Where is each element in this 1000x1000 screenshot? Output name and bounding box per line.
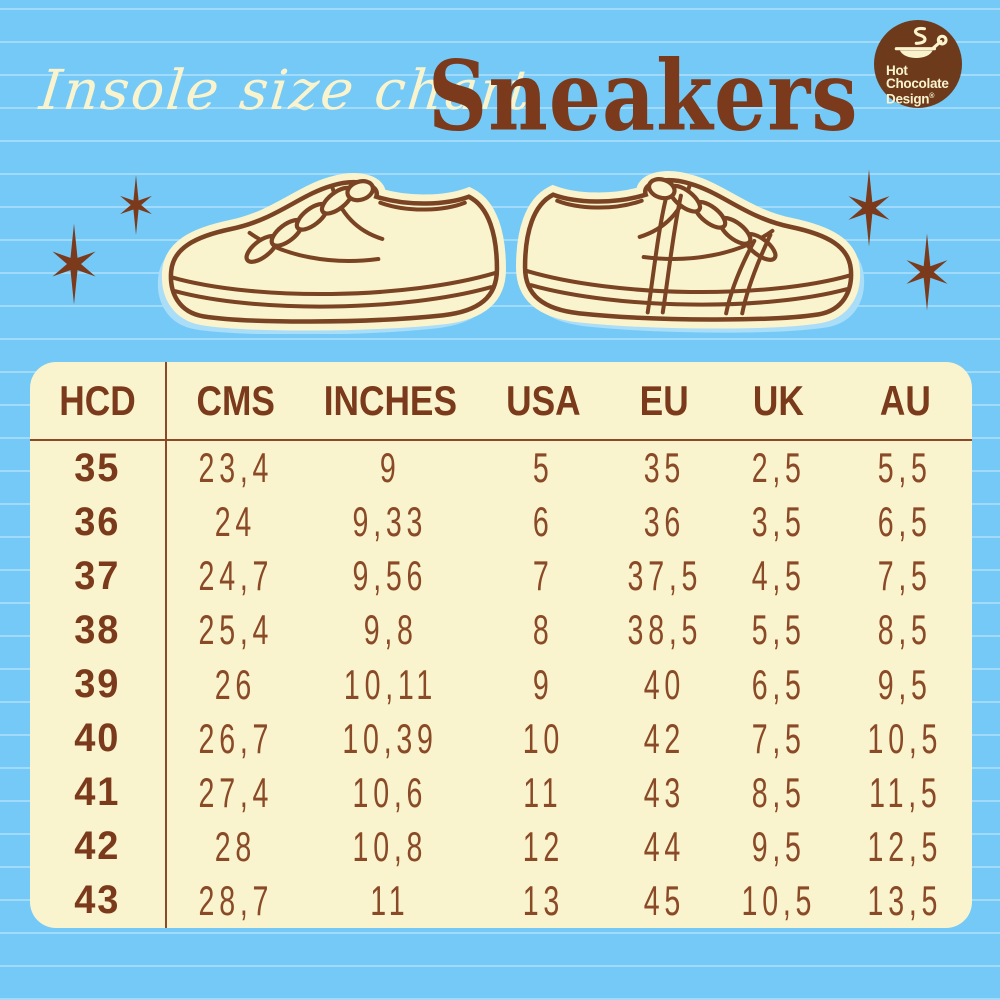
column-header: HCD [30,362,167,441]
size-cell: 11,5 [868,768,942,816]
size-cell: 10,6 [352,768,428,816]
table-row: 39 26 10,11 9 40 6,5 9,5 [30,657,972,712]
sparkle-star-icon [906,233,948,311]
hcd-size-cell: 42 [30,819,167,874]
sparkle-star-icon [848,169,890,247]
table-row: 41 27,4 10,6 11 43 8,5 11,5 [30,765,972,820]
size-cell: 37,5 [627,552,703,600]
size-cell: 44 [643,822,686,870]
size-cell: 9,5 [751,822,806,870]
logo-text: Hot Chocolate Design® [886,63,949,107]
size-cell: 26 [215,660,257,708]
hcd-size-cell: 35 [30,440,167,496]
right-sneaker-illustration [515,168,887,334]
size-cell: 40 [643,660,686,708]
hcd-size-cell: 38 [30,603,167,658]
hcd-size-cell: 40 [30,711,167,766]
size-cell: 42 [643,714,686,762]
table-row: 36 24 9,33 6 36 3,5 6,5 [30,495,972,550]
size-cell: 6 [532,498,554,546]
size-cell: 26,7 [198,714,274,762]
column-header: EU [610,362,719,441]
hcd-size-cell: 43 [30,873,167,928]
size-cell: 9,56 [352,552,428,600]
size-cell: 6,5 [751,660,806,708]
size-cell: 7,5 [751,714,806,762]
size-cell: 10,5 [867,714,943,762]
size-cell: 36 [643,498,686,546]
size-cell: 9,8 [363,606,418,654]
size-cell: 24,7 [198,552,274,600]
size-cell: 8 [532,606,554,654]
size-cell: 9,5 [878,660,933,708]
size-cell: 45 [643,876,686,924]
size-cell: 10 [522,714,564,762]
table-row: 38 25,4 9,8 8 38,5 5,5 8,5 [30,603,972,658]
sparkle-star-icon [52,223,96,305]
size-cell: 6,5 [878,498,933,546]
sparkle-star-icon [120,175,152,235]
steam-icon [913,26,927,45]
column-header: AU [838,362,972,441]
size-cell: 11 [523,768,563,816]
table-row: 37 24,7 9,56 7 37,5 4,5 7,5 [30,549,972,604]
size-cell: 12 [522,822,564,870]
table-row: 40 26,7 10,39 10 42 7,5 10,5 [30,711,972,766]
size-cell: 11 [370,876,410,924]
table-row: 35 23,4 9 5 35 2,5 5,5 [30,440,972,496]
column-header: USA [475,362,611,441]
hcd-size-cell: 37 [30,549,167,604]
size-cell: 10,39 [342,714,438,762]
size-cell: 9 [532,660,554,708]
coffee-cup-icon [894,26,948,59]
size-cell: 43 [643,768,686,816]
size-cell: 5 [532,444,554,492]
size-cell: 27,4 [198,768,274,816]
size-cell: 8,5 [751,768,806,816]
size-cell: 12,5 [867,822,943,870]
size-cell: 8,5 [878,606,933,654]
table-header-row: HCD CMS INCHES USA EU UK AU [30,362,972,441]
size-cell: 13 [522,876,564,924]
column-header: UK [718,362,839,441]
brand-logo: Hot Chocolate Design® [874,20,962,108]
table-row: 42 28 10,8 12 44 9,5 12,5 [30,819,972,874]
hcd-size-cell: 39 [30,657,167,712]
size-cell: 13,5 [867,876,943,924]
column-header: CMS [165,362,306,441]
size-cell: 25,4 [198,606,274,654]
size-cell: 7,5 [878,552,933,600]
size-cell: 38,5 [627,606,703,654]
size-cell: 2,5 [751,444,806,492]
size-cell: 23,4 [198,444,274,492]
size-table: HCD CMS INCHES USA EU UK AU 35 23,4 9 5 35 2,5 5,5 36… [30,362,972,928]
table-row: 43 28,7 11 13 45 10,5 13,5 [30,873,972,928]
size-cell: 10,5 [741,876,816,924]
registered-mark: ® [929,93,935,100]
size-cell: 35 [643,444,686,492]
hcd-size-cell: 36 [30,495,167,550]
column-header: INCHES [305,362,476,441]
size-cell: 24 [215,498,257,546]
size-table-body: 35 23,4 9 5 35 2,5 5,5 36 24 9,33 6 36 3,5 6,5 37 24,7 9… [30,440,972,928]
size-cell: 3,5 [751,498,806,546]
left-sneaker-illustration [135,172,507,334]
size-cell: 10,11 [343,660,437,708]
size-cell: 9 [379,444,401,492]
size-cell: 7 [532,552,554,600]
hcd-size-cell: 41 [30,765,167,820]
size-cell: 5,5 [751,606,806,654]
size-cell: 28 [215,822,257,870]
size-cell: 28,7 [198,876,274,924]
size-cell: 4,5 [751,552,806,600]
size-cell: 10,8 [352,822,428,870]
size-cell: 5,5 [878,444,933,492]
page-title: Sneakers [428,40,859,154]
size-cell: 9,33 [352,498,428,546]
